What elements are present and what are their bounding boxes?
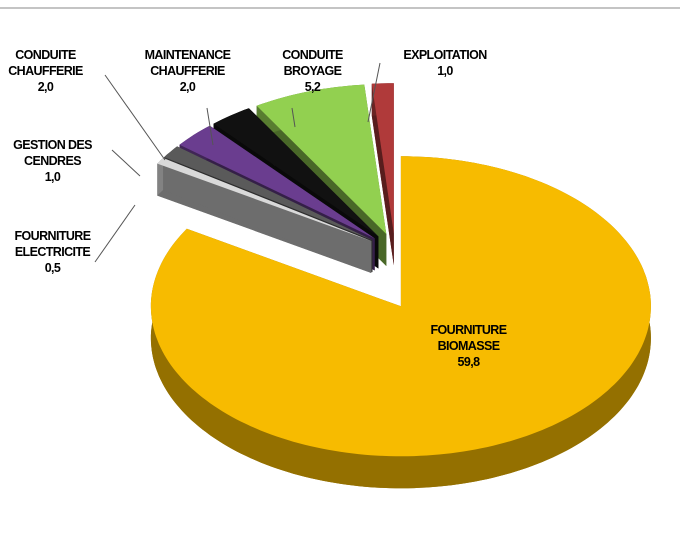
data-label: FOURNITURE ELECTRICITE 0,5 <box>5 228 100 276</box>
leader-line <box>367 62 381 123</box>
slice <box>157 158 372 241</box>
leader-line <box>111 149 141 177</box>
slice <box>150 156 651 457</box>
slice <box>213 108 379 237</box>
value-label: 1,0 <box>44 170 61 184</box>
value-label: 0,5 <box>44 261 61 275</box>
leader-line <box>104 74 166 161</box>
value-label: 59,8 <box>457 355 481 369</box>
slice-side <box>163 158 372 273</box>
leader-line <box>291 107 296 128</box>
category-name: FOURNITURE BIOMASSE <box>430 323 508 353</box>
data-label: GESTION DES CENDRES 1,0 <box>5 137 100 185</box>
data-label: CONDUITE CHAUFFERIE 2,0 <box>0 47 93 95</box>
value-label: 2,0 <box>179 80 196 94</box>
category-name: FOURNITURE ELECTRICITE <box>14 229 92 259</box>
value-label: 2,0 <box>37 80 54 94</box>
slice <box>371 83 394 234</box>
data-label: EXPLOITATION 1,0 <box>380 47 510 79</box>
slice <box>179 125 375 239</box>
leader-line <box>94 204 136 263</box>
category-name: CONDUITE CHAUFFERIE <box>8 48 83 78</box>
category-name: EXPLOITATION <box>403 48 487 62</box>
data-label: MAINTENANCE CHAUFFERIE 2,0 <box>140 47 235 95</box>
category-name: MAINTENANCE CHAUFFERIE <box>144 48 231 78</box>
category-name: CONDUITE BROYAGE <box>282 48 343 78</box>
value-label: 5,2 <box>304 80 321 94</box>
leader-line <box>206 107 214 146</box>
slice-side <box>371 83 394 266</box>
data-label: FOURNITURE BIOMASSE 59,8 <box>421 322 516 370</box>
slice <box>164 146 373 241</box>
category-name: GESTION DES CENDRES <box>13 138 92 168</box>
value-label: 1,0 <box>437 64 453 78</box>
slice-wall <box>157 158 164 196</box>
data-label: CONDUITE BROYAGE 5,2 <box>265 47 360 95</box>
slice <box>256 84 387 234</box>
